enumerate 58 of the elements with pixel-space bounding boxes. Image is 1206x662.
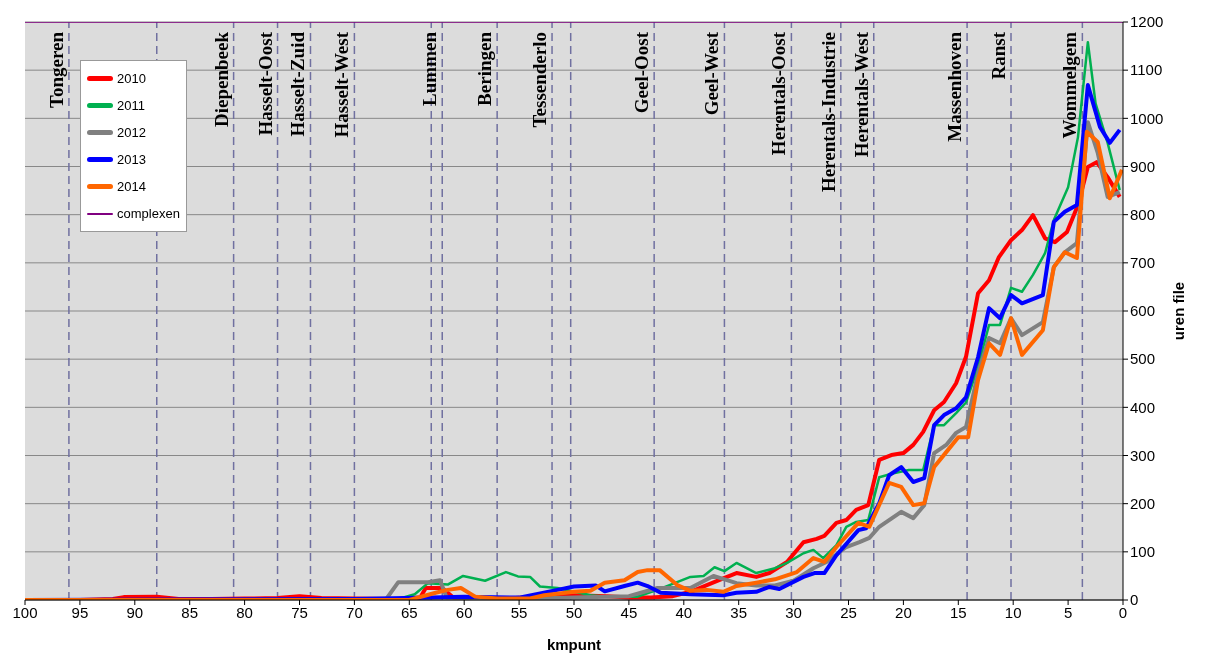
- y-tick-label: 0: [1130, 591, 1139, 609]
- legend-label: 2013: [117, 152, 146, 167]
- x-tick-label: 100: [12, 603, 38, 621]
- x-tick-label: 5: [1063, 603, 1073, 621]
- x-tick-label: 75: [291, 603, 308, 621]
- legend-label: 2014: [117, 179, 146, 194]
- y-tick-label: 1200: [1130, 13, 1164, 31]
- y-tick-label: 1100: [1130, 61, 1163, 79]
- x-tick-label: 85: [181, 603, 199, 621]
- x-tick-label: 65: [400, 603, 418, 621]
- x-tick-label: 50: [565, 603, 583, 621]
- y-tick-label: 800: [1130, 205, 1156, 223]
- x-tick-label: 45: [620, 603, 638, 621]
- x-tick-label: 15: [949, 603, 967, 621]
- ref-line-label: Hasselt-Oost: [254, 31, 276, 136]
- x-tick-label: 35: [730, 603, 748, 621]
- ref-line-label: Hasselt-Zuid: [287, 31, 309, 137]
- x-tick-label: 60: [455, 603, 473, 621]
- x-tick-label: 20: [895, 603, 912, 621]
- x-tick-label: 25: [840, 603, 857, 621]
- x-axis-title: kmpunt: [546, 636, 602, 653]
- y-axis-title: uren file: [1170, 281, 1188, 341]
- x-tick-label: 55: [510, 603, 528, 621]
- y-tick-label: 600: [1130, 302, 1156, 320]
- ref-line-label: Ranst: [988, 31, 1009, 80]
- x-tick-label: 70: [346, 603, 363, 621]
- y-tick-label: 700: [1130, 254, 1156, 272]
- x-tick-label: 40: [675, 603, 693, 621]
- ref-line-label: Tessenderlo: [529, 32, 551, 128]
- y-tick-label: 400: [1130, 398, 1156, 416]
- y-tick-label: 200: [1130, 494, 1156, 512]
- ref-line-label: Wommelgem: [1059, 31, 1081, 139]
- ref-line-label: Tongeren: [45, 31, 67, 109]
- x-tick-label: 10: [1004, 603, 1022, 621]
- ref-line-label: Massenhoven: [944, 31, 966, 142]
- legend-label: complexen: [117, 206, 180, 221]
- ref-line-label: Diepenbeek: [210, 31, 232, 127]
- x-tick-label: 0: [1118, 603, 1128, 621]
- ref-line-label: Lummen: [419, 31, 441, 106]
- ref-line-label: Geel-Oost: [631, 31, 653, 114]
- x-tick-label: 90: [126, 603, 144, 621]
- ref-line-label: Hasselt-West: [331, 31, 353, 138]
- y-tick-label: 500: [1130, 350, 1156, 368]
- ref-line-label: Geel-West: [701, 31, 723, 116]
- x-tick-label: 80: [236, 603, 253, 621]
- ref-line-label: Herentals-West: [850, 31, 872, 158]
- y-tick-label: 300: [1130, 446, 1156, 464]
- legend-label: 2010: [117, 71, 146, 86]
- x-tick-label: 30: [785, 603, 802, 621]
- y-tick-label: 900: [1130, 157, 1156, 175]
- ref-line-label: Herentals-Industrie: [817, 32, 839, 193]
- y-tick-label: 100: [1130, 543, 1156, 561]
- legend-label: 2012: [117, 125, 146, 140]
- x-tick-label: 95: [71, 603, 89, 621]
- y-tick-label: 1000: [1130, 109, 1164, 127]
- ref-line-label: Beringen: [474, 31, 496, 106]
- ref-line-label: Herentals-Oost: [768, 31, 790, 156]
- legend-label: 2011: [117, 98, 145, 113]
